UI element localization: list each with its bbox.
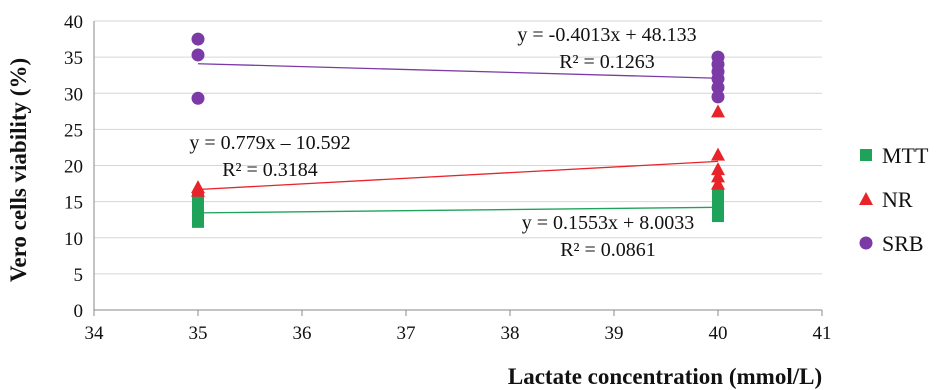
y-tick-label: 5 [74, 265, 84, 286]
y-tick-label: 40 [64, 12, 83, 33]
srb-data-point [191, 91, 205, 105]
srb-data-point [711, 50, 725, 64]
y-tick-label: 0 [74, 301, 84, 322]
x-tick-label: 36 [293, 323, 312, 344]
axes: 0 5 10 15 20 25 30 35 40 34 35 36 37 38 39 40 41 [64, 12, 832, 344]
legend-srb-label: SRB [882, 231, 924, 256]
x-tick-label: 40 [709, 323, 728, 344]
nr-data-point [711, 162, 725, 176]
y-tick-label: 35 [64, 48, 83, 69]
gridlines [94, 20, 822, 311]
y-axis-title: Vero cells viability (%) [6, 58, 31, 282]
nr-trendline-r2: R² = 0.3184 [222, 159, 318, 181]
mtt-trendline-r2: R² = 0.0861 [560, 239, 656, 261]
nr-data-point [711, 176, 725, 190]
srb-data-point [191, 48, 205, 62]
legend-mtt-marker [860, 149, 872, 161]
srb-trendline-r2: R² = 0.1263 [559, 51, 655, 73]
mtt-data-point [712, 188, 724, 201]
legend: MTT NR SRB [859, 143, 929, 256]
legend-nr-marker [859, 192, 873, 205]
nr-data-point [711, 104, 725, 118]
legend-mtt-label: MTT [882, 143, 929, 168]
x-tick-label: 34 [85, 323, 105, 344]
y-tick-label: 15 [64, 193, 83, 214]
legend-nr-label: NR [882, 187, 913, 212]
x-tick-label: 37 [397, 323, 416, 344]
legend-srb-marker [859, 236, 873, 250]
srb-data-point [711, 90, 725, 104]
y-tick-label: 30 [64, 84, 83, 105]
nr-data-point [711, 147, 725, 161]
x-axis-title: Lactate concentration (mmol/L) [508, 364, 822, 389]
y-tick-label: 25 [64, 120, 83, 141]
data-points [191, 32, 725, 228]
srb-trendline [197, 63, 719, 79]
srb-data-point [191, 32, 205, 46]
srb-trendline-equation: y = -0.4013x + 48.133 [517, 24, 696, 46]
x-tick-label: 39 [605, 323, 624, 344]
x-tick-label: 38 [501, 323, 520, 344]
y-tick-label: 10 [64, 229, 83, 250]
nr-trendline [197, 160, 719, 191]
mtt-trendline [197, 206, 719, 214]
nr-data-point [711, 169, 725, 183]
x-tick-label: 41 [813, 323, 832, 344]
nr-trendline-equation: y = 0.779x – 10.592 [189, 132, 350, 154]
nr-data-point [191, 180, 205, 194]
trendline-equations: y = 0.1553x + 8.0033 R² = 0.0861 y = 0.779… [189, 24, 696, 261]
y-tick-label: 20 [64, 157, 83, 178]
mtt-trendline-equation: y = 0.1553x + 8.0033 [522, 212, 695, 234]
x-tick-label: 35 [189, 323, 208, 344]
trendlines [197, 63, 719, 214]
